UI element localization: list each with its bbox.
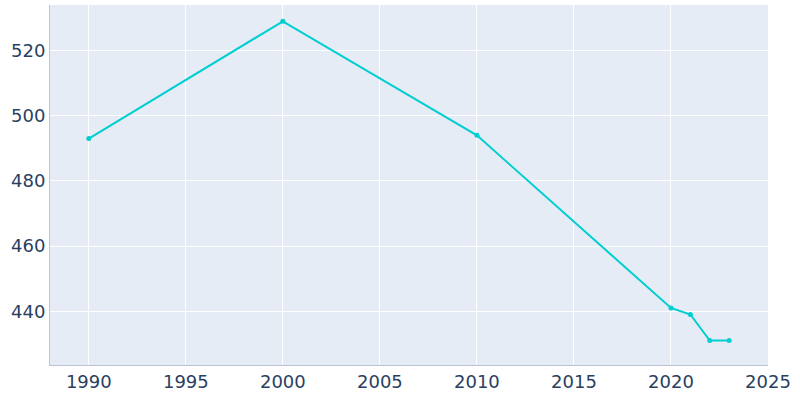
svg-text:1990: 1990: [66, 371, 112, 392]
svg-text:1995: 1995: [163, 371, 209, 392]
svg-text:520: 520: [11, 40, 45, 61]
svg-text:2025: 2025: [745, 371, 791, 392]
svg-text:2005: 2005: [357, 371, 403, 392]
svg-text:480: 480: [11, 170, 45, 191]
svg-text:500: 500: [11, 105, 45, 126]
svg-text:2010: 2010: [454, 371, 500, 392]
svg-text:2015: 2015: [551, 371, 597, 392]
svg-text:460: 460: [11, 235, 45, 256]
svg-text:440: 440: [11, 301, 45, 322]
svg-text:2020: 2020: [648, 371, 694, 392]
svg-text:2000: 2000: [260, 371, 306, 392]
